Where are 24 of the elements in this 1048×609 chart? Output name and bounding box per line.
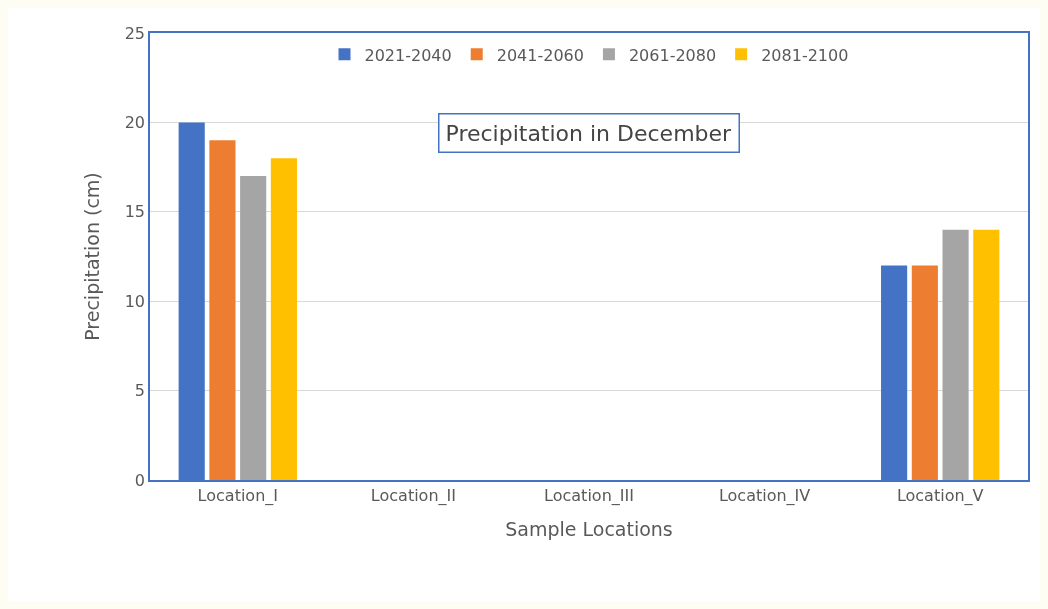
y-axis-title: Precipitation (cm) <box>81 172 104 341</box>
x-tick-label: Location_III <box>544 485 634 506</box>
x-tick-label: Location_IV <box>718 485 811 506</box>
y-tick-label: 0 <box>134 470 146 490</box>
x-tick-label: Location_I <box>197 485 278 506</box>
bar <box>973 229 1000 480</box>
bar <box>240 176 267 480</box>
legend-label: 2061-2080 <box>628 45 717 65</box>
y-tick-label: 15 <box>124 202 146 222</box>
bar <box>942 229 969 480</box>
bar <box>270 158 297 480</box>
y-tick-label: 25 <box>124 23 146 43</box>
legend-label: 2041-2060 <box>496 45 584 65</box>
x-axis-title: Sample Locations <box>505 518 673 541</box>
x-tick-label: Location_II <box>370 485 456 506</box>
bar <box>911 265 938 480</box>
text: Precipitation in December <box>445 120 733 146</box>
bar <box>209 140 236 480</box>
y-tick-label: 20 <box>124 113 146 132</box>
x-tick-label: Location_V <box>896 485 984 506</box>
y-tick-label: 5 <box>134 381 146 401</box>
legend-label: 2021-2040 <box>364 45 452 65</box>
legend-label: 2081-2100 <box>761 45 849 65</box>
y-tick-label: 10 <box>124 291 146 311</box>
